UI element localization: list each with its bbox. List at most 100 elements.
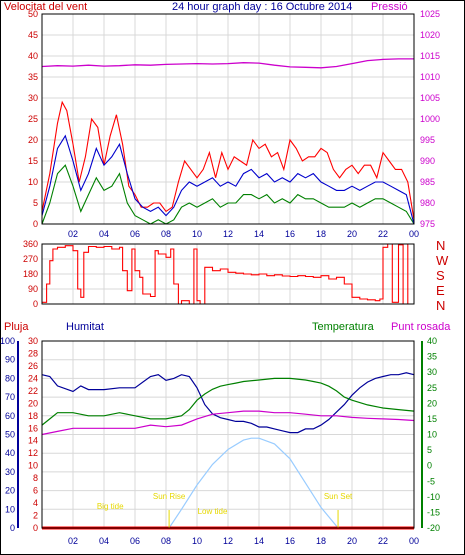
x-tick-label: 08 [161,536,171,546]
x-tick-label: 20 [347,536,357,546]
solar-line [168,437,339,529]
x-tick-label: 04 [99,536,109,546]
humidity-y-tick-label: 10 [5,504,15,514]
temperature-y-tick-label: 35 [427,352,437,362]
wind-speed-y-tick-label: 45 [28,30,38,40]
humidity-axis-title: Humitat [66,321,104,333]
x-tick-label: 18 [316,229,326,239]
wind-speed-axis-title: Velocitat del vent [4,1,87,13]
pressure-y-tick-label: 1010 [420,72,440,82]
wind-speed-y-tick-label: 10 [28,177,38,187]
wind-speed-y-tick-label: 40 [28,51,38,61]
humidity-y-tick-label: 70 [5,392,15,402]
x-tick-label: 02 [68,536,78,546]
compass-letter: N [436,238,445,253]
wind-direction-y-tick-label: 90 [28,284,38,294]
wind-speed-y-tick-label: 15 [28,156,38,166]
wind-speed-panel: Velocitat del vent 24 hour graph day : 1… [4,1,440,239]
rain-y-tick-label: 10 [28,461,38,471]
temperature-y-tick-label: 30 [427,367,437,377]
temperature-y-tick-label: 10 [427,430,437,440]
x-tick-label: 22 [378,229,388,239]
wind-speed-series [41,58,415,225]
pressure-y-tick-label: 980 [420,198,435,208]
temperature-plot-frame [41,340,415,529]
tide-sun-markers: Big tide Sun Rise Low tide Sun Set [97,492,353,528]
wind-direction-series [42,243,414,305]
x-tick-label: 14 [254,536,264,546]
humidity-y-tick-label: 80 [5,373,15,383]
rain-y-tick-label: 4 [33,498,38,508]
rain-y-tick-label: 12 [28,448,38,458]
wind-direction-line [42,243,414,305]
big-tide-label: Big tide [97,502,124,511]
wind-speed-y-tick-label: 50 [28,9,38,19]
temperature-x-ticks: 02 04 06 08 10 12 14 16 18 20 22 00 [68,536,419,546]
x-tick-label: 06 [130,229,140,239]
temperature-y-tick-label: -10 [427,492,440,502]
wind-speed-y-tick-label: 20 [28,135,38,145]
wind-speed-y-tick-label: 30 [28,93,38,103]
wind-speed-plot-frame [41,13,415,225]
dewpoint-axis-title: Punt rosada [391,321,451,333]
wind-speed-y-tick-label: 35 [28,72,38,82]
humidity-y-tick-label: 60 [5,411,15,421]
temperature-y-tick-label: -5 [427,476,435,486]
compass-letter: N [436,298,445,313]
low-tide-label: Low tide [198,507,228,516]
humidity-y-tick-label: 30 [5,467,15,477]
humidity-y-tick-label: 20 [5,486,15,496]
temperature-line [41,377,415,426]
temperature-y-tick-label: -15 [427,507,440,517]
humidity-y-ticks: 0 10 20 30 40 50 60 70 80 90 100 [0,336,19,533]
sun-rise-label: Sun Rise [153,492,186,501]
rain-y-tick-label: 6 [33,486,38,496]
dewpoint-line [41,410,415,436]
pressure-y-tick-label: 1015 [420,51,440,61]
x-tick-label: 12 [223,229,233,239]
x-tick-label: 16 [285,229,295,239]
x-tick-label: 16 [285,536,295,546]
rain-y-tick-label: 22 [28,386,38,396]
rain-y-tick-label: 18 [28,411,38,421]
x-tick-label: 00 [409,536,419,546]
wind-speed-y-tick-label: 25 [28,114,38,124]
rain-y-tick-label: 30 [28,336,38,346]
sun-set-label: Sun Set [324,492,353,501]
temperature-y-tick-label: 20 [427,398,437,408]
rain-y-tick-label: 2 [33,511,38,521]
pressure-line [41,58,414,69]
pressure-y-tick-label: 1000 [420,114,440,124]
rain-y-tick-label: 28 [28,348,38,358]
rain-axis-title: Pluja [4,321,29,333]
rain-y-tick-label: 16 [28,423,38,433]
pressure-axis-title: Pressió [371,1,408,13]
pressure-y-tick-label: 995 [420,135,435,145]
humidity-y-tick-label: 0 [10,523,15,533]
rain-y-tick-label: 14 [28,436,38,446]
pressure-y-tick-label: 975 [420,219,435,229]
temperature-y-tick-label: 25 [427,383,437,393]
humidity-line [41,372,415,434]
x-tick-label: 04 [99,229,109,239]
temperature-y-ticks: -20 -15 -10 -5 0 5 10 15 20 25 30 35 40 [421,336,440,533]
wind-direction-y-tick-label: 360 [23,239,38,249]
wind-speed-y-ticks: 0 5 10 15 20 25 30 35 40 45 50 [28,9,38,229]
rain-y-tick-label: 20 [28,398,38,408]
humidity-y-tick-label: 40 [5,448,15,458]
humidity-y-tick-label: 50 [5,430,15,440]
wind-direction-y-ticks: 0 90 180 270 360 [23,239,38,309]
wind-average-line [41,134,415,225]
wind-direction-y-tick-label: 0 [33,299,38,309]
x-tick-label: 02 [68,229,78,239]
temperature-y-tick-label: 5 [427,445,432,455]
temperature-y-tick-label: 40 [427,336,437,346]
compass-letter: W [436,253,449,268]
x-tick-label: 12 [223,536,233,546]
temperature-panel: Pluja Humitat Temperatura Punt rosada 0 1… [0,321,451,546]
compass-letter: S [436,268,445,283]
x-tick-label: 10 [192,229,202,239]
